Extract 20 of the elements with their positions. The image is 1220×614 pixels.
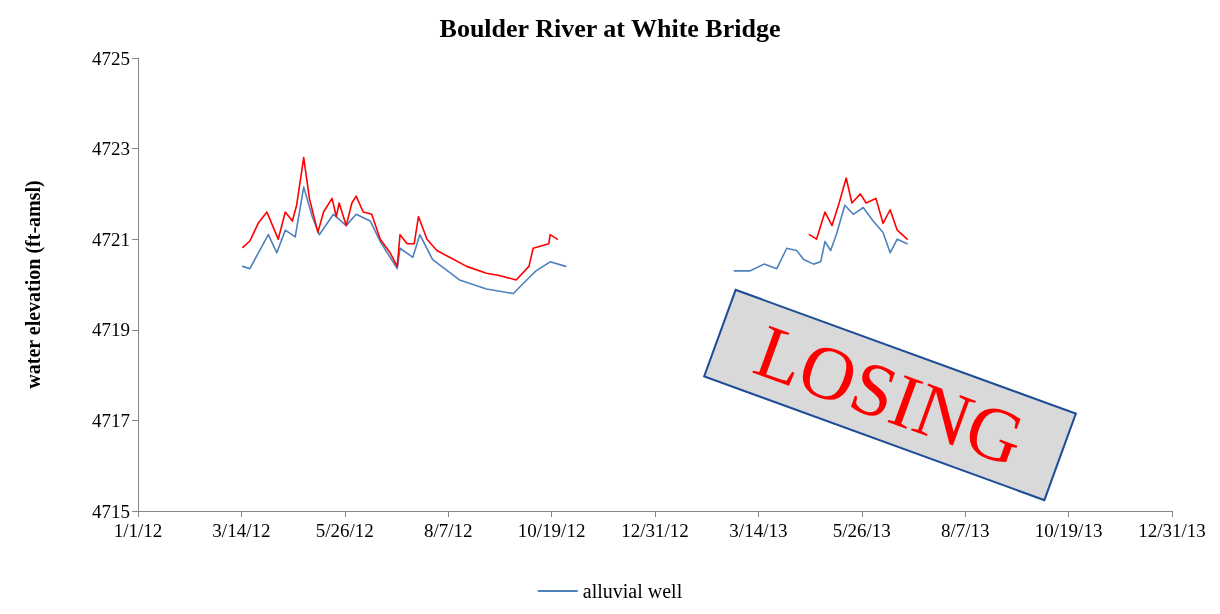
y-axis-title: water elevation (ft-amsl) — [22, 180, 45, 389]
chart-title: Boulder River at White Bridge — [439, 13, 781, 43]
x-tick-label: 3/14/13 — [729, 520, 788, 541]
y-tick-label: 4721 — [92, 228, 130, 250]
x-tick-label: 8/7/12 — [423, 520, 473, 541]
y-tick-label: 4723 — [92, 138, 130, 160]
x-tick-label: 12/31/12 — [621, 520, 689, 541]
y-tick-label: 4719 — [92, 319, 130, 341]
x-tick-label: 10/19/13 — [1034, 520, 1103, 541]
y-tick-label: 4717 — [92, 409, 130, 431]
y-tick-label: 4725 — [92, 47, 130, 69]
x-tick-label: 10/19/12 — [517, 520, 586, 541]
legend-label: alluvial well — [582, 580, 683, 602]
x-tick-label: 12/31/13 — [1138, 520, 1206, 541]
x-tick-label: 1/1/12 — [113, 520, 163, 541]
x-tick-label: 8/7/13 — [940, 520, 990, 541]
x-tick-label: 5/26/13 — [832, 520, 891, 541]
x-tick-label: 5/26/12 — [315, 520, 374, 541]
y-tick-label: 4715 — [92, 500, 130, 522]
x-tick-label: 3/14/12 — [212, 520, 271, 541]
